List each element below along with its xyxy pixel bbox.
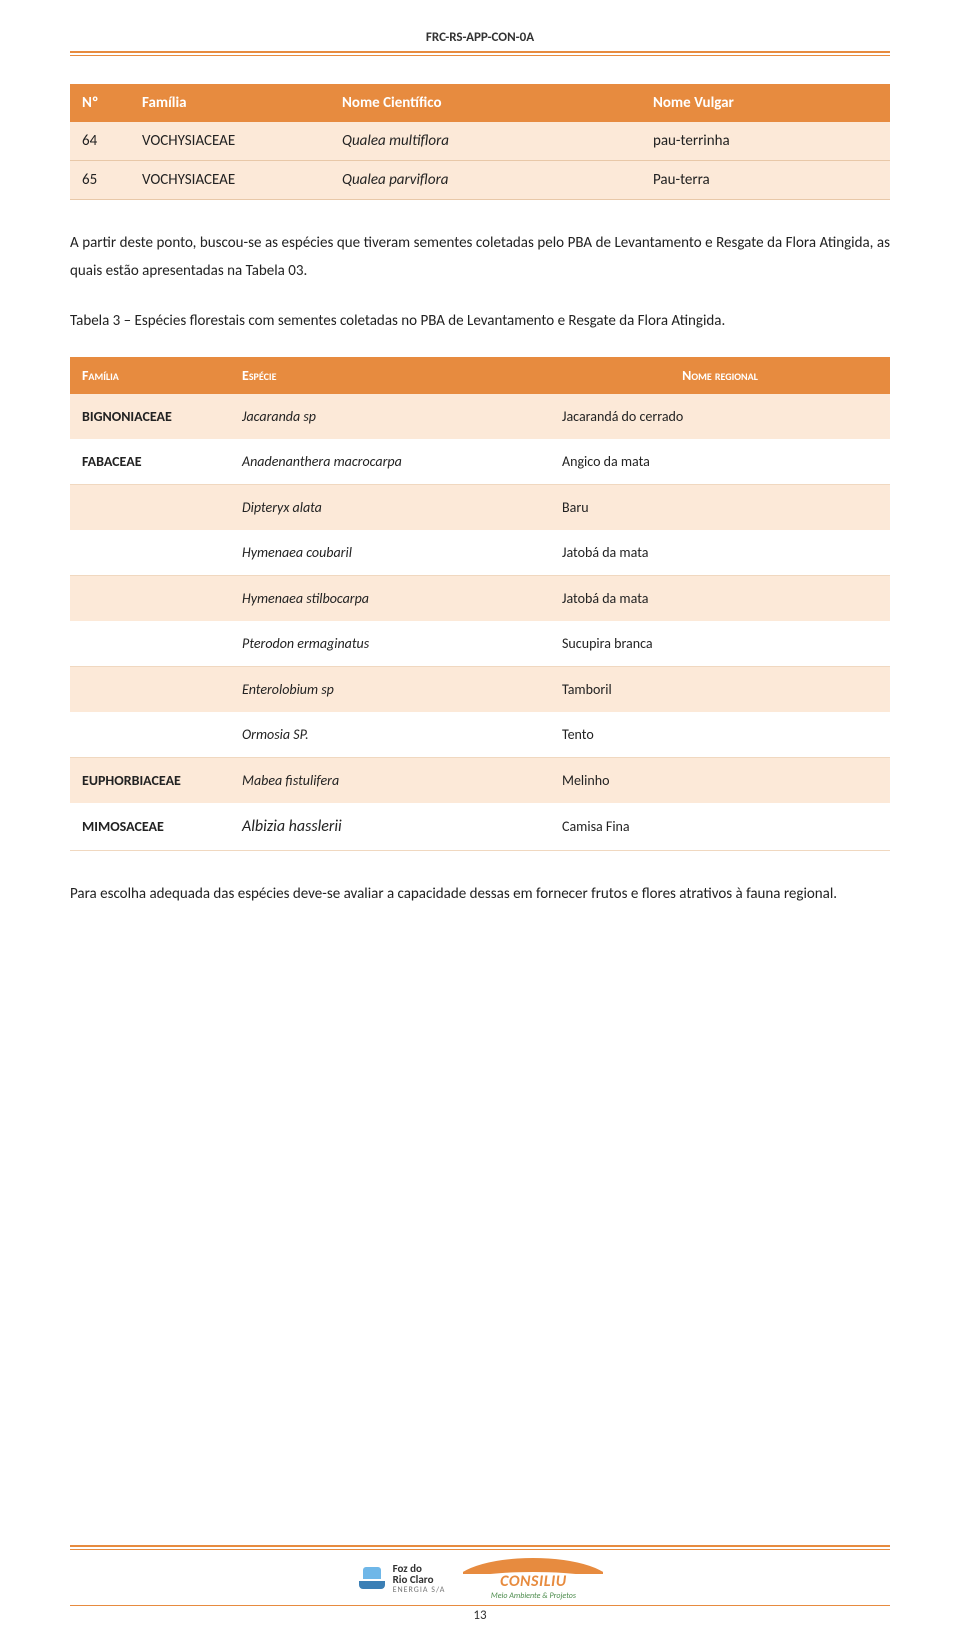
cell-especie: Dipteryx alata (230, 485, 550, 531)
table-row: FABACEAEAnadenanthera macrocarpaAngico d… (70, 439, 890, 485)
cell-especie: Pterodon ermaginatus (230, 621, 550, 667)
table1-header-num: Nº (70, 84, 130, 122)
table-row: Pterodon ermaginatusSucupira branca (70, 621, 890, 667)
cell-cientifico: Qualea parviflora (330, 161, 641, 200)
table-row: Enterolobium spTamboril (70, 667, 890, 713)
table-row: BIGNONIACEAEJacaranda spJacarandá do cer… (70, 394, 890, 439)
cell-familia: BIGNONIACEAE (70, 394, 230, 439)
cell-familia: MIMOSACEAE (70, 803, 230, 851)
cell-nome: Baru (550, 485, 890, 531)
cell-especie: Ormosia SP. (230, 712, 550, 758)
page-footer: Foz doRio Claro ENERGIA S/A CONSILIU Mei… (70, 1543, 890, 1623)
table1-header-familia: Família (130, 84, 330, 122)
logo-consiliu: CONSILIU Meio Ambiente & Projetos (463, 1556, 603, 1601)
cell-num: 65 (70, 161, 130, 200)
consiliu-swoosh-icon (463, 1556, 603, 1574)
cell-familia (70, 576, 230, 622)
paragraph-1: A partir deste ponto, buscou-se as espéc… (70, 230, 890, 286)
cell-nome: Jacarandá do cerrado (550, 394, 890, 439)
cell-nome: Sucupira branca (550, 621, 890, 667)
table2-header-nome: Nome regional (550, 357, 890, 394)
cell-num: 64 (70, 122, 130, 161)
cell-especie: Enterolobium sp (230, 667, 550, 713)
cell-especie: Mabea fistulifera (230, 758, 550, 804)
table1-header-cientifico: Nome Científico (330, 84, 641, 122)
cell-familia (70, 485, 230, 531)
table-row: EUPHORBIACEAEMabea fistuliferaMelinho (70, 758, 890, 804)
table-row: Dipteryx alataBaru (70, 485, 890, 531)
table-row: Hymenaea coubarilJatobá da mata (70, 530, 890, 576)
table2-header-especie: Espécie (230, 357, 550, 394)
cell-familia (70, 621, 230, 667)
cell-nome: Angico da mata (550, 439, 890, 485)
logo-foz-rio-claro: Foz doRio Claro ENERGIA S/A (357, 1563, 446, 1594)
cell-especie: Jacaranda sp (230, 394, 550, 439)
table-row: Ormosia SP.Tento (70, 712, 890, 758)
table-row: 65VOCHYSIACEAEQualea parvifloraPau-terra (70, 161, 890, 200)
cell-especie: Hymenaea stilbocarpa (230, 576, 550, 622)
cell-especie: Anadenanthera macrocarpa (230, 439, 550, 485)
consiliu-name: CONSILIU (500, 1572, 567, 1591)
cell-familia: FABACEAE (70, 439, 230, 485)
table1-header-row: Nº Família Nome Científico Nome Vulgar (70, 84, 890, 122)
table2-header-row: Família Espécie Nome regional (70, 357, 890, 394)
species-table-2: Família Espécie Nome regional BIGNONIACE… (70, 357, 890, 851)
cell-nome: Jatobá da mata (550, 530, 890, 576)
cell-vulgar: pau-terrinha (641, 122, 890, 161)
species-table-1: Nº Família Nome Científico Nome Vulgar 6… (70, 84, 890, 200)
table-row: Hymenaea stilbocarpaJatobá da mata (70, 576, 890, 622)
cell-nome: Melinho (550, 758, 890, 804)
cell-nome: Jatobá da mata (550, 576, 890, 622)
cell-cientifico: Qualea multiflora (330, 122, 641, 161)
footer-logos: Foz doRio Claro ENERGIA S/A CONSILIU Mei… (70, 1556, 890, 1601)
table-row: MIMOSACEAEAlbizia hassleriiCamisa Fina (70, 803, 890, 851)
table1-header-vulgar: Nome Vulgar (641, 84, 890, 122)
table2-header-familia: Família (70, 357, 230, 394)
table-row: 64VOCHYSIACEAEQualea multiflorapau-terri… (70, 122, 890, 161)
cell-familia (70, 712, 230, 758)
cell-vulgar: Pau-terra (641, 161, 890, 200)
page-container: FRC-RS-APP-CON-0A Nº Família Nome Cientí… (0, 0, 960, 1643)
foz-sub: ENERGIA S/A (393, 1586, 446, 1594)
header-rule (70, 51, 890, 56)
cell-nome: Tento (550, 712, 890, 758)
cell-familia: VOCHYSIACEAE (130, 122, 330, 161)
cell-familia (70, 667, 230, 713)
cell-nome: Camisa Fina (550, 803, 890, 851)
page-number: 13 (70, 1608, 890, 1623)
cell-familia: VOCHYSIACEAE (130, 161, 330, 200)
cell-nome: Tamboril (550, 667, 890, 713)
foz-icon (357, 1563, 387, 1593)
paragraph-3: Para escolha adequada das espécies deve-… (70, 881, 890, 909)
cell-especie: Hymenaea coubaril (230, 530, 550, 576)
cell-especie: Albizia hasslerii (230, 803, 550, 851)
cell-familia (70, 530, 230, 576)
consiliu-sub: Meio Ambiente & Projetos (491, 1591, 576, 1601)
cell-familia: EUPHORBIACEAE (70, 758, 230, 804)
paragraph-2-caption: Tabela 3 – Espécies florestais com semen… (70, 308, 890, 336)
document-code: FRC-RS-APP-CON-0A (70, 30, 890, 45)
